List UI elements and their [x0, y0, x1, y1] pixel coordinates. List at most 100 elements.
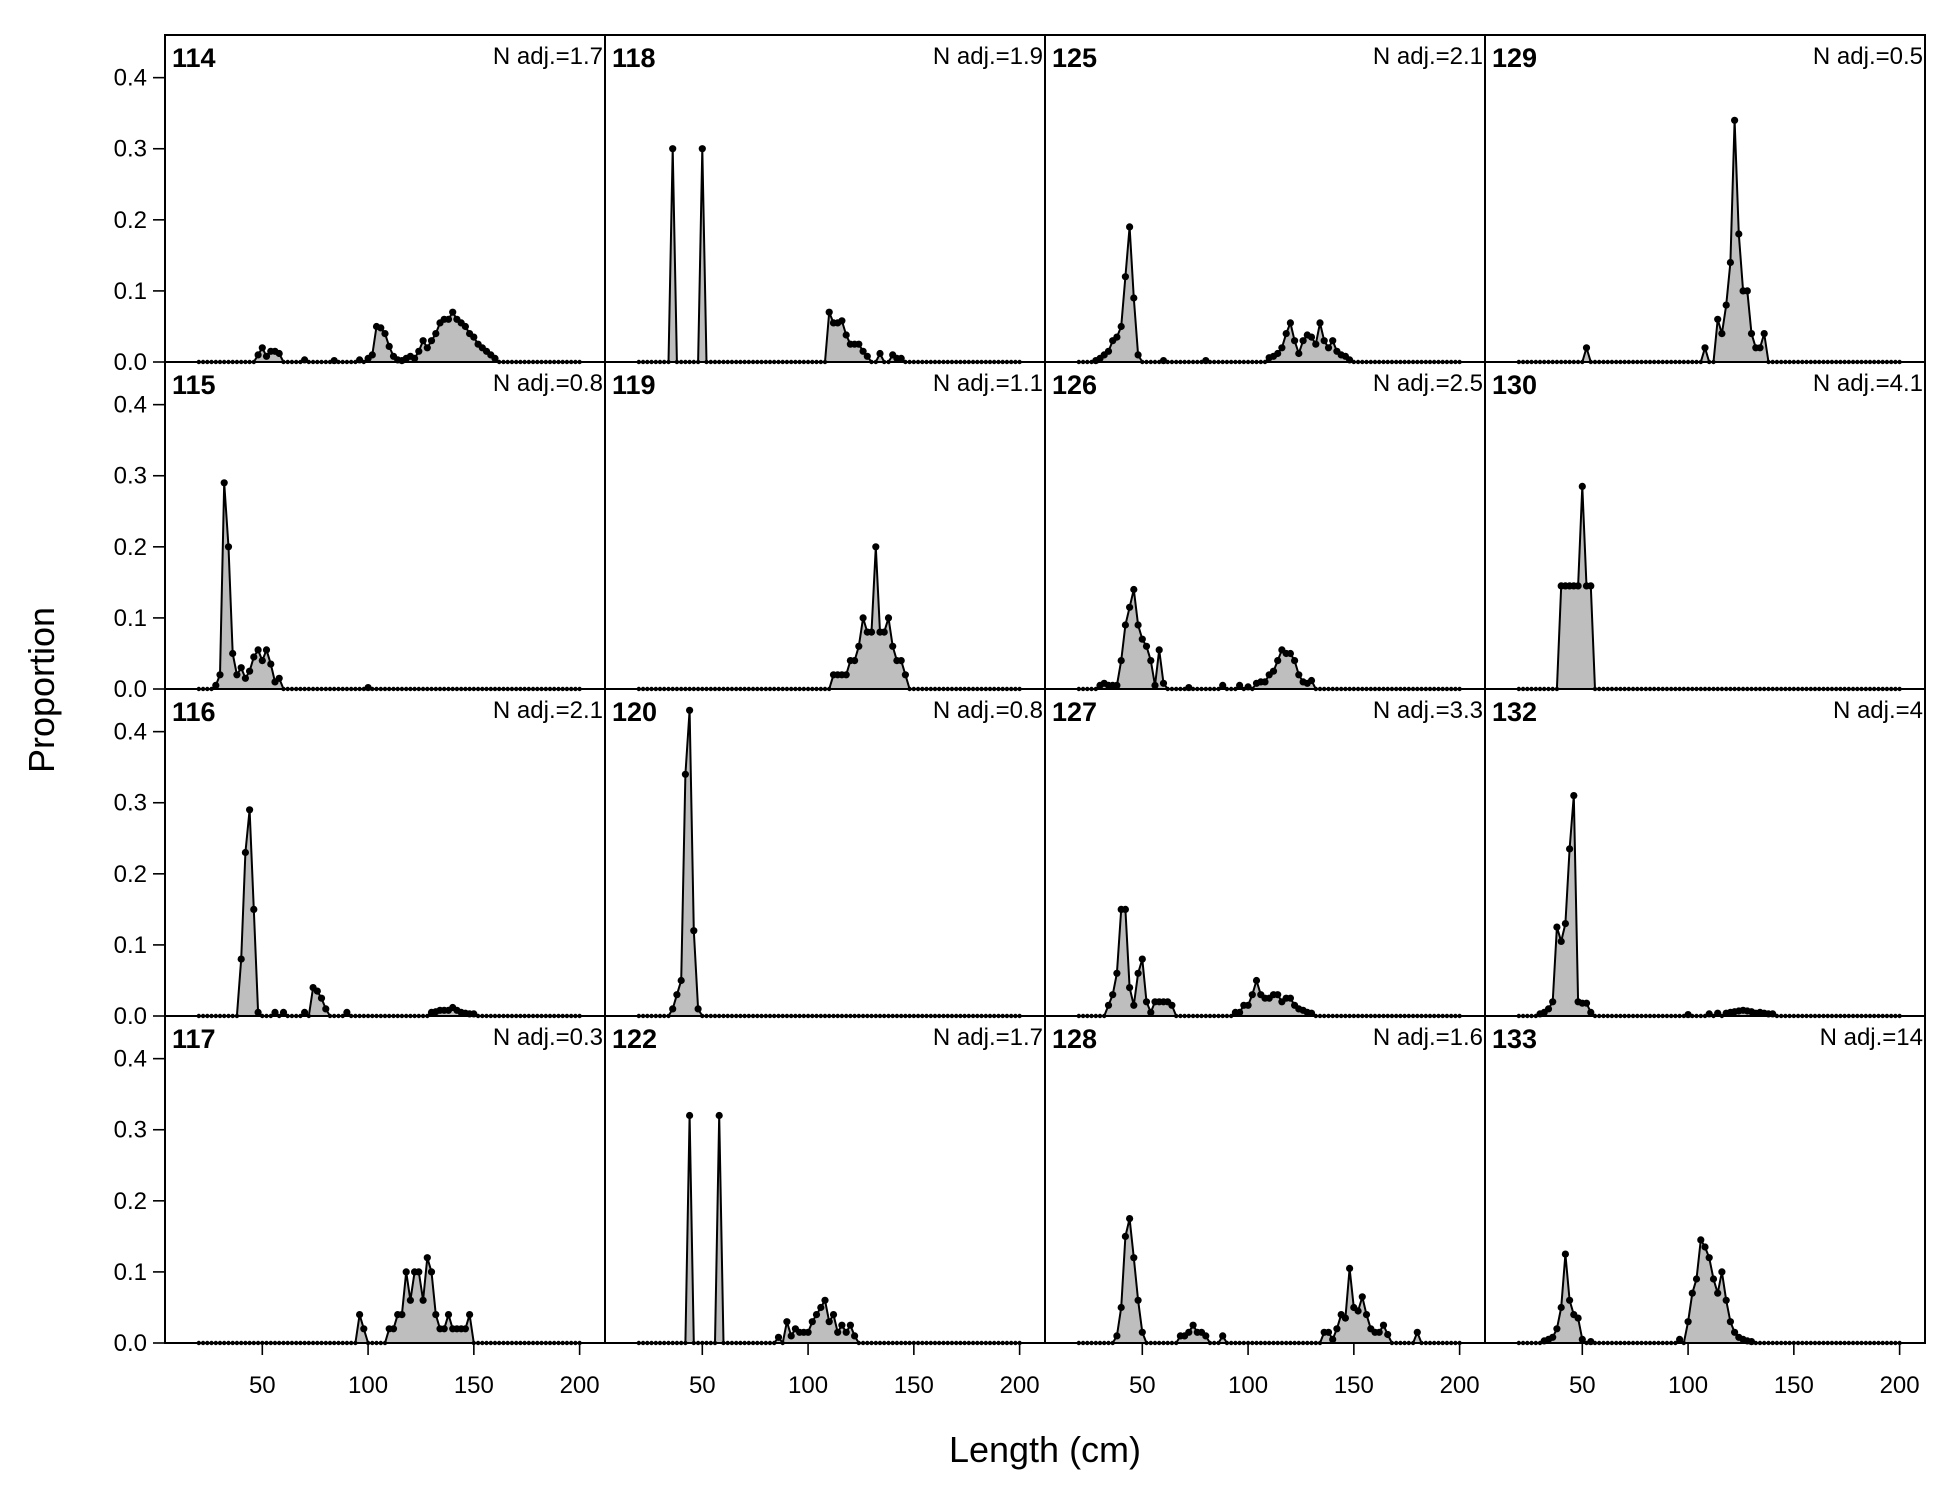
- panel-frame: [1484, 361, 1926, 690]
- data-point: [804, 1328, 812, 1336]
- data-point: [825, 308, 833, 316]
- data-point: [774, 1333, 783, 1341]
- data-point: [258, 657, 266, 665]
- data-point: [1582, 344, 1591, 352]
- data-point: [686, 706, 694, 714]
- data-point: [1159, 679, 1168, 687]
- panel-nadj-label: N adj.=2.1: [1373, 43, 1483, 70]
- data-point: [254, 646, 262, 654]
- data-point: [419, 1296, 427, 1304]
- data-point: [1248, 991, 1256, 999]
- data-point: [449, 308, 457, 316]
- data-point: [1731, 116, 1739, 124]
- data-point: [1134, 969, 1142, 977]
- x-tick-label: 50: [1129, 1372, 1156, 1399]
- x-tick-label: 200: [1880, 1372, 1920, 1399]
- data-point: [1413, 1328, 1421, 1336]
- data-point: [863, 352, 871, 360]
- data-point: [470, 333, 478, 341]
- series-area: [1517, 794, 1901, 1017]
- data-point: [1282, 330, 1290, 338]
- data-point: [360, 1325, 368, 1333]
- data-point: [1747, 330, 1756, 338]
- data-point: [1121, 621, 1129, 629]
- series-area: [1077, 1217, 1461, 1344]
- panel-id-label: 125: [1052, 43, 1097, 73]
- data-point: [1274, 657, 1282, 665]
- series-area: [1517, 119, 1901, 363]
- data-point: [1324, 344, 1333, 352]
- data-point: [1346, 1264, 1354, 1272]
- data-point: [254, 1008, 262, 1017]
- data-point: [1684, 1318, 1692, 1326]
- y-tick-label: 0.4: [114, 65, 147, 92]
- panel-114: 114 N adj.=1.7 0.0 0.1 0.2 0.3 0.4: [114, 34, 606, 376]
- data-point: [1291, 337, 1299, 345]
- panel-id-label: 114: [172, 43, 216, 73]
- panel-116: 116 N adj.=2.1 0.0 0.1 0.2 0.3 0.4: [114, 688, 606, 1030]
- data-point: [1333, 1325, 1341, 1333]
- data-point: [1147, 1008, 1155, 1017]
- data-point: [698, 145, 706, 153]
- data-point: [1553, 923, 1561, 931]
- panel-id-label: 133: [1492, 1024, 1537, 1054]
- data-point: [829, 1311, 838, 1319]
- panel-nadj-label: N adj.=2.1: [493, 697, 603, 724]
- data-point: [812, 1311, 821, 1319]
- data-point: [1544, 1005, 1553, 1013]
- data-point: [250, 905, 258, 914]
- data-point: [1329, 1335, 1337, 1343]
- data-point: [783, 1318, 791, 1326]
- panel-id-label: 127: [1052, 697, 1097, 727]
- data-point: [1219, 681, 1227, 690]
- panel-frame: [604, 688, 1046, 1017]
- data-point: [1151, 681, 1159, 690]
- data-point: [275, 349, 283, 358]
- data-point: [271, 1008, 279, 1017]
- data-point: [1557, 1303, 1565, 1312]
- data-point: [246, 667, 254, 675]
- data-point: [275, 674, 283, 682]
- data-point: [212, 681, 220, 690]
- series-area: [637, 147, 1021, 363]
- data-point: [838, 1321, 846, 1329]
- data-point: [842, 1328, 850, 1336]
- data-point: [1718, 1268, 1726, 1276]
- data-point: [1701, 1243, 1709, 1251]
- data-point: [867, 628, 876, 636]
- data-point: [1126, 1215, 1134, 1223]
- data-point: [1117, 657, 1125, 665]
- data-point: [322, 1005, 330, 1013]
- data-point: [1307, 333, 1316, 341]
- y-tick-label: 0.1: [114, 278, 147, 305]
- data-point: [1578, 482, 1586, 490]
- data-point: [224, 543, 233, 551]
- data-point: [1578, 1335, 1586, 1343]
- data-point: [1688, 1289, 1696, 1297]
- y-tick-label: 0.2: [114, 534, 147, 561]
- data-point: [1316, 319, 1324, 327]
- data-point: [1147, 657, 1155, 665]
- x-tick-label: 150: [454, 1372, 494, 1399]
- y-tick-label: 0.1: [114, 605, 147, 632]
- data-point: [1307, 676, 1316, 685]
- panel-nadj-label: N adj.=14: [1820, 1024, 1923, 1051]
- data-point: [1722, 1296, 1730, 1304]
- data-point: [897, 657, 905, 665]
- data-point: [851, 657, 859, 665]
- data-point: [681, 770, 690, 778]
- panel-nadj-label: N adj.=1.7: [933, 1024, 1043, 1051]
- panel-id-label: 132: [1492, 697, 1537, 727]
- data-point: [1697, 1236, 1705, 1244]
- data-point: [415, 347, 423, 355]
- panel-frame: [164, 1015, 606, 1344]
- x-tick-label: 50: [689, 1372, 716, 1399]
- data-point: [1121, 905, 1129, 914]
- panel-117: 117 N adj.=0.3 0.0 0.1 0.2 0.3 0.4 50 100 150 200: [114, 1015, 606, 1399]
- data-point: [1126, 984, 1134, 992]
- data-point: [1362, 1311, 1371, 1319]
- data-point: [258, 344, 266, 352]
- panel-120: 120 N adj.=0.8: [604, 688, 1046, 1019]
- x-tick-label: 200: [1000, 1372, 1040, 1399]
